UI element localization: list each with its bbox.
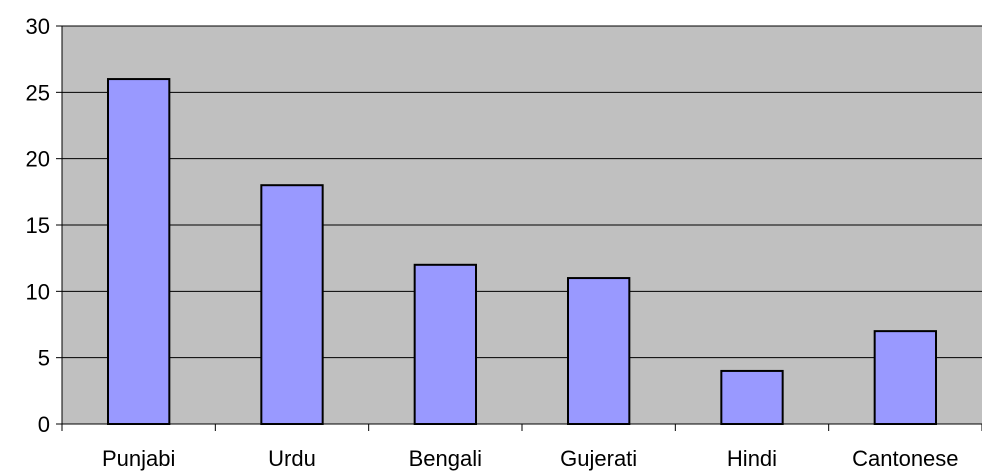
axes bbox=[56, 25, 982, 431]
bars bbox=[107, 78, 938, 426]
y-tick-label: 10 bbox=[26, 279, 50, 304]
bar-cantonese bbox=[873, 330, 938, 425]
x-category-label: Punjabi bbox=[102, 446, 175, 471]
bar-hindi bbox=[720, 369, 784, 425]
y-tick-label: 25 bbox=[26, 80, 50, 105]
bar-bengali bbox=[413, 263, 477, 425]
bar-gujerati bbox=[567, 277, 631, 426]
y-tick-labels: 0 5 10 15 20 25 30 bbox=[26, 14, 50, 437]
x-category-label: Bengali bbox=[409, 446, 482, 471]
y-tick-label: 15 bbox=[26, 213, 50, 238]
gridlines bbox=[62, 25, 982, 359]
bar-urdu bbox=[260, 184, 324, 425]
y-tick-label: 30 bbox=[26, 14, 50, 39]
x-category-label: Urdu bbox=[268, 446, 316, 471]
bar-punjabi bbox=[107, 78, 171, 425]
y-tick-label: 0 bbox=[38, 412, 50, 437]
x-category-labels: Punjabi Urdu Bengali Gujerati Hindi Cantonese bbox=[102, 446, 959, 471]
y-tick-label: 5 bbox=[38, 346, 50, 371]
y-tick-label: 20 bbox=[26, 147, 50, 172]
x-category-label: Gujerati bbox=[560, 446, 637, 471]
x-category-label: Hindi bbox=[727, 446, 777, 471]
x-category-label: Cantonese bbox=[852, 446, 958, 471]
